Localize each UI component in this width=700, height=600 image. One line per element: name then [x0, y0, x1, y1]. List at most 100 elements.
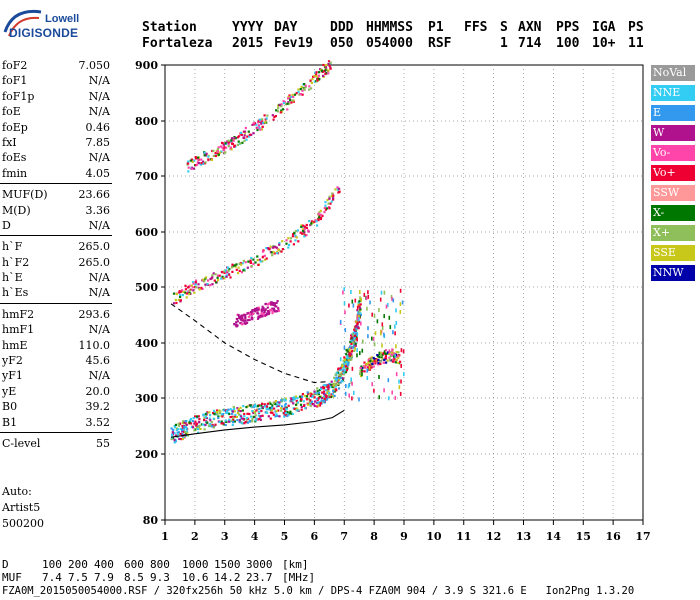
trace-point [245, 406, 248, 409]
trace-point [289, 99, 292, 102]
trace-point [364, 365, 367, 368]
trace-point [373, 342, 376, 347]
trace-point [261, 118, 264, 121]
trace-point [278, 403, 281, 406]
trace-point [370, 364, 373, 367]
trace-point [313, 392, 316, 396]
trace-point [210, 425, 213, 428]
trace-point [337, 368, 340, 371]
trace-point [232, 407, 236, 410]
trace-point [348, 393, 350, 398]
param-value: 7.050 [78, 59, 111, 72]
trace-point [325, 384, 328, 387]
param-value: 4.05 [85, 166, 111, 180]
header-label: P1 [428, 20, 444, 35]
trace-point [402, 349, 405, 354]
trace-point [190, 284, 193, 287]
trace-point [261, 260, 264, 263]
trace-point [288, 243, 291, 246]
trace-point [370, 356, 373, 359]
trace-point [310, 81, 313, 85]
trace-point [363, 370, 366, 373]
trace-point [336, 188, 339, 191]
trace-point [300, 225, 303, 228]
param-name: D [2, 218, 11, 232]
trace-point [252, 122, 255, 125]
trace-point [321, 214, 324, 217]
trace-point [220, 420, 223, 423]
trace-point [261, 256, 264, 259]
trace-point [228, 268, 231, 271]
trace-point [229, 276, 232, 279]
trace-point [303, 87, 306, 90]
trace-point [307, 398, 310, 401]
trace-point [248, 135, 251, 138]
trace-point [358, 300, 361, 303]
trace-point [254, 261, 257, 264]
trace-point [331, 195, 334, 198]
table-cell: 3000 [246, 558, 273, 571]
trace-point [318, 214, 321, 217]
trace-point [251, 418, 254, 421]
trace-point [300, 408, 303, 411]
trace-point [268, 311, 271, 314]
trace-point [384, 354, 387, 357]
trace-point [231, 266, 234, 269]
param-row: foF2 7.050 [0, 58, 112, 73]
trace-point [271, 411, 274, 414]
trace-point [302, 224, 305, 227]
param-value: 3.36 [85, 203, 111, 217]
trace-point [206, 283, 209, 286]
trace-point [281, 405, 284, 408]
trace-point [185, 296, 188, 299]
trace-point [329, 61, 332, 64]
trace-point [334, 385, 337, 388]
trace-point [325, 207, 329, 210]
trace-point [207, 424, 210, 427]
trace-point [349, 345, 352, 348]
trace-point [310, 222, 313, 225]
trace-point [181, 424, 184, 428]
trace-point [360, 369, 363, 372]
trace-point [229, 408, 232, 411]
x-tick-label: 17 [635, 530, 650, 543]
trace-point [253, 405, 256, 408]
param-row: hmF1 N/A [0, 322, 112, 337]
trace-point [360, 297, 362, 302]
trace-point [328, 207, 331, 210]
trace-point [317, 74, 320, 77]
trace-point [205, 152, 208, 155]
trace-point [203, 419, 206, 422]
trace-point [261, 305, 264, 308]
trace-point [181, 421, 184, 425]
trace-point [259, 128, 262, 131]
trace-point [297, 240, 300, 243]
param-divider [0, 183, 112, 185]
trace-point [391, 360, 394, 363]
trace-point [261, 125, 264, 128]
trace-point [334, 383, 337, 386]
param-row: MUF(D) 23.66 [0, 187, 112, 202]
trace-point [302, 230, 305, 233]
trace-point [276, 252, 279, 255]
trace-point [256, 126, 259, 130]
trace-point [278, 415, 281, 418]
trace-point [280, 250, 283, 253]
trace-point [243, 130, 247, 133]
trace-point [203, 151, 206, 154]
trace-point [254, 414, 257, 417]
trace-point [275, 246, 278, 249]
trace-point [289, 410, 292, 413]
logo-digisonde: DIGISONDE [9, 26, 79, 40]
trace-point [309, 399, 312, 402]
trace-point [246, 421, 249, 424]
trace-point [275, 413, 278, 416]
trace-point [352, 344, 356, 347]
trace-point [251, 123, 254, 126]
trace-point [207, 279, 210, 282]
trace-point [222, 143, 225, 146]
trace-point [249, 312, 252, 316]
trace-point [247, 130, 250, 133]
trace-point [361, 348, 364, 353]
trace-point [327, 63, 330, 66]
